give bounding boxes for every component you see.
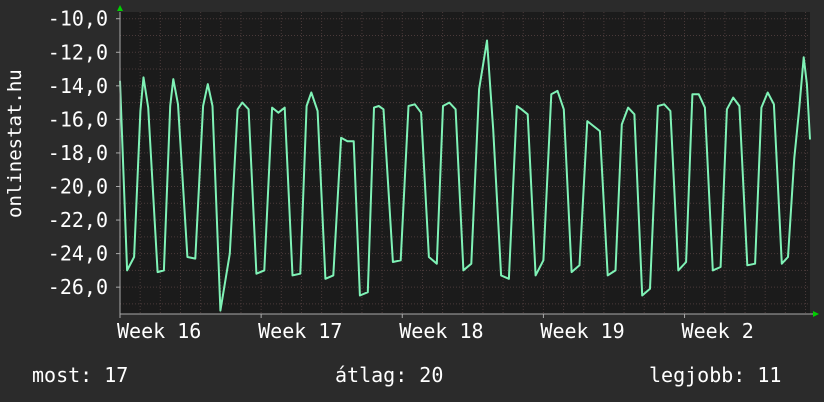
average-value-stat: átlag: 20	[335, 363, 444, 387]
best-value-stat: legjobb: 11	[649, 363, 782, 387]
y-tick-label: -26,0	[48, 275, 108, 299]
axes	[117, 5, 819, 317]
y-tick-label: -12,0	[48, 40, 108, 64]
series-group	[119, 39, 811, 312]
current-value-stat: most: 17	[32, 363, 129, 387]
y-axis-arrow-icon	[117, 5, 123, 11]
y-tick-label: -24,0	[48, 242, 108, 266]
x-tick-label: Week 17	[258, 319, 342, 343]
x-axis-arrow-icon	[813, 311, 819, 317]
x-tick-label: Week 18	[399, 319, 483, 343]
y-tick-label: -20,0	[48, 174, 108, 198]
grid	[119, 12, 810, 314]
x-axis-ticks: Week 16 Week 17 Week 18 Week 19 Week 2	[117, 314, 754, 343]
x-tick-label: Week 16	[117, 319, 201, 343]
series-line	[119, 39, 811, 312]
y-tick-label: -10,0	[48, 7, 108, 31]
y-axis-ticks: -10,0 -12,0 -14,0 -16,0 -18,0 -20,0 -22,0 -24,0…	[48, 7, 120, 299]
x-tick-label: Week 19	[540, 319, 624, 343]
y-tick-label: -18,0	[48, 141, 108, 165]
y-tick-label: -14,0	[48, 74, 108, 98]
y-axis-label: onlinestat.hu	[4, 69, 26, 218]
x-tick-label: Week 2	[682, 319, 754, 343]
y-tick-label: -16,0	[48, 107, 108, 131]
y-tick-label: -22,0	[48, 208, 108, 232]
